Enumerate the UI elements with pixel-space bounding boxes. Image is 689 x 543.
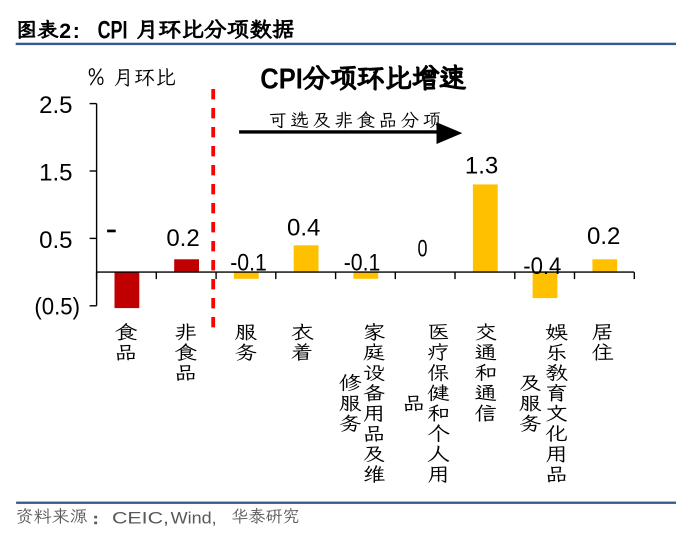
svg-text:-0.1: -0.1 bbox=[230, 250, 267, 277]
svg-text:2: 2 bbox=[59, 19, 71, 43]
svg-text:CPI: CPI bbox=[98, 17, 128, 45]
svg-text:-0.4: -0.4 bbox=[523, 253, 561, 280]
svg-text:CPI: CPI bbox=[260, 63, 303, 95]
svg-text:0.5: 0.5 bbox=[39, 227, 72, 254]
svg-text:(0.5): (0.5) bbox=[34, 294, 80, 321]
svg-text:0.2: 0.2 bbox=[166, 225, 199, 252]
svg-text:CEIC,: CEIC, bbox=[112, 509, 169, 528]
svg-text:0.2: 0.2 bbox=[587, 223, 620, 250]
svg-text:2.5: 2.5 bbox=[39, 92, 72, 119]
svg-text:-0.1: -0.1 bbox=[344, 249, 381, 276]
svg-text:0: 0 bbox=[418, 235, 428, 262]
svg-text::: : bbox=[73, 19, 80, 43]
svg-text:0.4: 0.4 bbox=[287, 215, 320, 242]
svg-text:1.3: 1.3 bbox=[465, 153, 498, 180]
svg-text:1.5: 1.5 bbox=[39, 159, 72, 186]
svg-text:Wind,: Wind, bbox=[171, 509, 217, 528]
